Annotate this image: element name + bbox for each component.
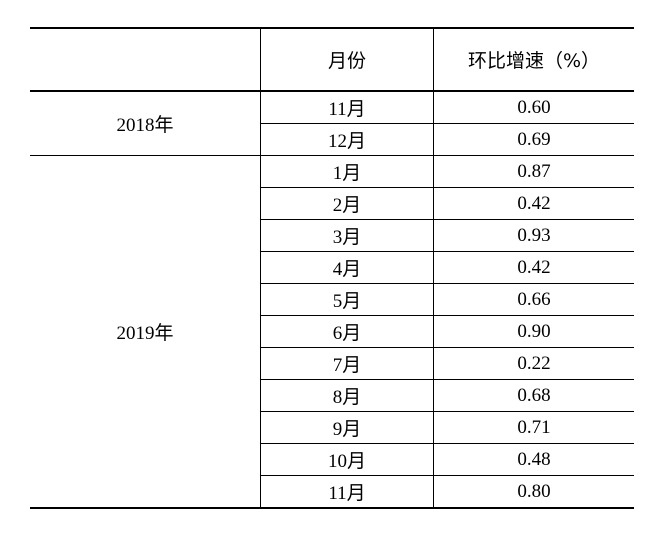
month-cell: 2月	[260, 187, 434, 220]
header-cell: 环比增速（%）	[433, 27, 634, 92]
table-row: 11月 0.80	[30, 475, 634, 509]
growth-table: 月份 环比增速（%） 2018年 11月 0.60 12月 0.69 2019年 1月 0.8…	[30, 27, 634, 509]
month-cell: 4月	[260, 251, 434, 284]
month-cell: 5月	[260, 283, 434, 316]
table-row: 9月 0.71	[30, 411, 634, 444]
header-row: 月份 环比增速（%）	[30, 27, 634, 92]
growth-cell: 0.22	[433, 347, 634, 380]
growth-cell: 0.66	[433, 283, 634, 316]
month-cell: 8月	[260, 379, 434, 412]
table-row: 4月 0.42	[30, 251, 634, 284]
month-cell: 11月	[260, 475, 434, 509]
table-row: 3月 0.93	[30, 219, 634, 252]
header-cell: 月份	[260, 27, 434, 92]
growth-cell: 0.68	[433, 379, 634, 412]
year-cell: 2019年	[30, 155, 261, 509]
growth-cell: 0.48	[433, 443, 634, 476]
table-row: 8月 0.68	[30, 379, 634, 412]
table-row: 7月 0.22	[30, 347, 634, 380]
growth-cell: 0.42	[433, 187, 634, 220]
month-cell: 9月	[260, 411, 434, 444]
growth-cell: 0.71	[433, 411, 634, 444]
table-header: 月份 环比增速（%）	[30, 27, 634, 92]
growth-cell: 0.80	[433, 475, 634, 509]
month-cell: 3月	[260, 219, 434, 252]
table-row: 10月 0.48	[30, 443, 634, 476]
month-cell: 1月	[260, 155, 434, 188]
table-row: 2019年 1月 0.87	[30, 155, 634, 509]
header-cell	[30, 27, 261, 92]
table-row: 6月 0.90	[30, 315, 634, 348]
growth-cell: 0.69	[433, 123, 634, 156]
month-cell: 7月	[260, 347, 434, 380]
month-cell: 6月	[260, 315, 434, 348]
growth-cell: 0.42	[433, 251, 634, 284]
growth-cell: 0.60	[433, 91, 634, 124]
table-body: 2018年 11月 0.60 12月 0.69 2019年 1月 0.87 2月 0.42 3月 0.…	[30, 91, 634, 509]
month-cell: 11月	[260, 91, 434, 124]
growth-cell: 0.87	[433, 155, 634, 188]
growth-cell: 0.93	[433, 219, 634, 252]
table-row: 2月 0.42	[30, 187, 634, 220]
growth-cell: 0.90	[433, 315, 634, 348]
table-row: 12月 0.69	[30, 123, 634, 156]
month-cell: 10月	[260, 443, 434, 476]
year-cell: 2018年	[30, 91, 261, 156]
month-cell: 12月	[260, 123, 434, 156]
table-row: 2018年 11月 0.60	[30, 91, 634, 156]
table-row: 5月 0.66	[30, 283, 634, 316]
